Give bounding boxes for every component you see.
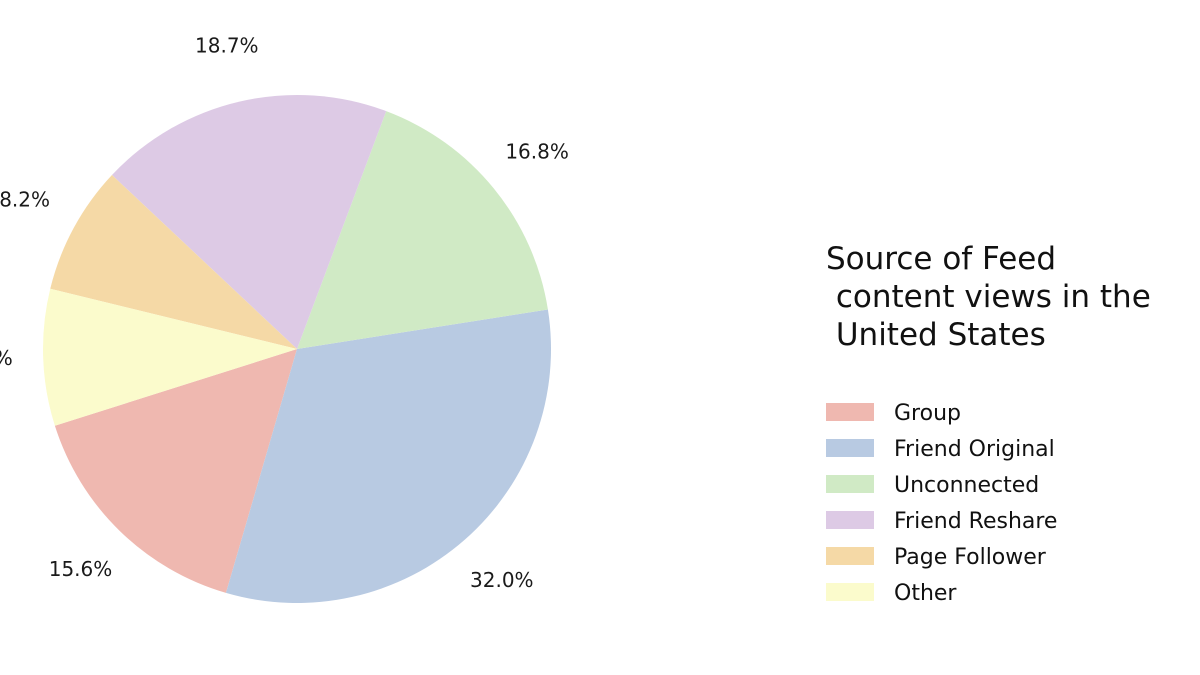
legend-title-line-2: content views in the (826, 279, 1151, 315)
slice-label-page-follower: 8.2% (0, 188, 50, 212)
legend-title: Source of Feed content views in the Unit… (826, 241, 1161, 353)
legend-swatch-friend-original (826, 439, 874, 457)
legend-swatch-unconnected (826, 475, 874, 493)
pie-slice-unconnected (297, 111, 548, 350)
legend-swatch-group (826, 403, 874, 421)
pie-slice-friend-original (225, 309, 552, 604)
slice-percent-labels: 15.6% 32.0% 16.8% 18.7% 8.2% 8.7% (0, 34, 569, 592)
legend-label-friend-reshare: Friend Reshare (894, 509, 1057, 534)
legend-label-friend-original: Friend Original (894, 437, 1055, 462)
legend-swatch-page-follower (826, 547, 874, 565)
slice-label-group: 15.6% (49, 557, 113, 581)
legend-title-line-3: United States (826, 317, 1046, 353)
legend: Source of Feed content views in the Unit… (826, 241, 1161, 606)
legend-swatch-other (826, 583, 874, 601)
pie-slice-friend-reshare (111, 95, 387, 349)
legend-swatch-friend-reshare (826, 511, 874, 529)
legend-title-line-1: Source of Feed (826, 241, 1056, 277)
pie-slice-group (54, 349, 297, 593)
pie-slices (43, 95, 552, 604)
slice-label-other: 8.7% (0, 346, 13, 370)
slice-label-unconnected: 16.8% (505, 140, 569, 164)
pie-slice-page-follower (50, 175, 297, 349)
legend-label-other: Other (894, 581, 957, 606)
legend-items: Group Friend Original Unconnected Friend Re… (826, 401, 1057, 606)
legend-label-group: Group (894, 401, 961, 426)
legend-label-page-follower: Page Follower (894, 545, 1047, 570)
pie-slice-other (43, 288, 297, 426)
slice-label-friend-reshare: 18.7% (195, 34, 259, 58)
slice-label-friend-original: 32.0% (470, 568, 534, 592)
legend-label-unconnected: Unconnected (894, 473, 1039, 498)
